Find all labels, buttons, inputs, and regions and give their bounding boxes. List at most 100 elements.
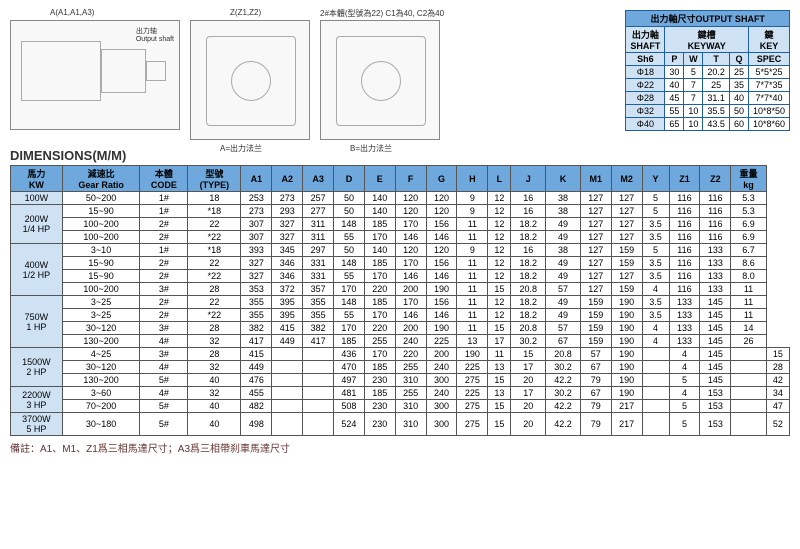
dims-group-label: 750W1 HP <box>11 296 63 348</box>
dims-cell: 220 <box>364 283 395 296</box>
dims-cell: 2# <box>140 257 188 270</box>
shaft-h-shaft: 出力軸SHAFT <box>626 27 665 53</box>
dims-cell: 145 <box>700 348 731 361</box>
dims-cell: 190 <box>611 335 642 348</box>
dims-cell: 3.5 <box>642 296 669 309</box>
dims-cell: 20 <box>511 374 546 387</box>
dims-cell: 30~120 <box>62 322 140 335</box>
dims-cell: 170 <box>395 218 426 231</box>
dims-cell: 15 <box>488 400 511 413</box>
dims-header: A2 <box>272 166 303 192</box>
shaft-cell: 7 <box>684 79 703 92</box>
dims-group-label: 200W1/4 HP <box>11 205 63 244</box>
shaft-sub-col: Q <box>729 53 748 66</box>
dims-cell: 116 <box>700 231 731 244</box>
dims-cell: 146 <box>395 309 426 322</box>
dims-cell: 275 <box>457 413 488 436</box>
dims-cell: 30~120 <box>62 361 140 374</box>
diagram-1: 出力轴Output shaft <box>10 20 180 130</box>
dims-cell: 5 <box>642 244 669 257</box>
dims-cell: 50 <box>334 192 365 205</box>
dims-cell: 145 <box>700 296 731 309</box>
dims-header: Y <box>642 166 669 192</box>
dims-cell: 310 <box>395 413 426 436</box>
dims-cell: 13 <box>488 387 511 400</box>
dims-cell: 159 <box>611 283 642 296</box>
dims-cell: 170 <box>395 296 426 309</box>
dims-cell: 307 <box>241 231 272 244</box>
dims-cell: 2# <box>140 218 188 231</box>
dims-header: H <box>457 166 488 192</box>
dims-header: Z1 <box>669 166 700 192</box>
dims-cell: 170 <box>364 348 395 361</box>
dims-cell: 28 <box>188 322 241 335</box>
dims-cell: 220 <box>395 348 426 361</box>
dims-cell: 170 <box>364 309 395 322</box>
dims-cell: 395 <box>272 309 303 322</box>
dims-cell: 18.2 <box>511 231 546 244</box>
dims-cell: 255 <box>395 387 426 400</box>
dims-cell: 127 <box>580 270 611 283</box>
shaft-cell: 7 <box>684 92 703 105</box>
dims-cell: 11 <box>457 322 488 335</box>
dims-cell: 3.5 <box>642 309 669 322</box>
dims-cell: 11 <box>457 309 488 322</box>
dims-cell: 159 <box>580 296 611 309</box>
dims-cell: 415 <box>272 322 303 335</box>
dims-group-label: 2200W3 HP <box>11 387 63 413</box>
dims-header: G <box>426 166 457 192</box>
dims-cell: 355 <box>241 309 272 322</box>
dims-cell: 5.3 <box>731 205 766 218</box>
dims-cell <box>642 400 669 413</box>
dims-cell: 12 <box>488 296 511 309</box>
shaft-cell: 31.1 <box>703 92 730 105</box>
dims-cell: 240 <box>395 335 426 348</box>
dims-cell: 120 <box>426 192 457 205</box>
dims-cell: 148 <box>334 257 365 270</box>
dims-cell: 310 <box>395 400 426 413</box>
dims-cell: 79 <box>580 374 611 387</box>
dims-cell: 18 <box>188 192 241 205</box>
dims-cell: 190 <box>426 283 457 296</box>
dims-cell: 26 <box>731 335 766 348</box>
dims-cell: 100~200 <box>62 218 140 231</box>
dims-cell: 145 <box>700 335 731 348</box>
dims-cell: 50~200 <box>62 192 140 205</box>
dims-cell: 140 <box>364 192 395 205</box>
dims-cell: 22 <box>188 296 241 309</box>
dims-cell: 156 <box>426 257 457 270</box>
dims-cell: 346 <box>272 270 303 283</box>
dims-cell: 15 <box>488 413 511 436</box>
dims-cell: 4 <box>669 348 700 361</box>
shaft-cell: 10 <box>684 105 703 118</box>
dims-cell: 372 <box>272 283 303 296</box>
shaft-cell: 25 <box>703 79 730 92</box>
dims-cell: 146 <box>395 231 426 244</box>
dims-cell: 11 <box>731 309 766 322</box>
dims-cell: 30~180 <box>62 413 140 436</box>
dims-cell: 481 <box>334 387 365 400</box>
shaft-table: 出力軸尺寸OUTPUT SHAFT 出力軸SHAFT 鍵槽KEYWAY 鍵KEY… <box>625 10 790 131</box>
dims-cell <box>272 387 303 400</box>
dims-cell: 116 <box>669 192 700 205</box>
dims-cell: 127 <box>580 283 611 296</box>
dims-cell <box>303 361 334 374</box>
shaft-sub-col: Sh6 <box>626 53 665 66</box>
dims-cell <box>642 374 669 387</box>
dims-cell: *18 <box>188 244 241 257</box>
dims-cell: 159 <box>611 244 642 257</box>
dims-cell: 127 <box>580 205 611 218</box>
dims-cell: 185 <box>364 257 395 270</box>
dims-cell: 497 <box>334 374 365 387</box>
dims-cell: 170 <box>364 270 395 283</box>
dims-cell: 15~90 <box>62 257 140 270</box>
dims-cell: 3# <box>140 322 188 335</box>
dims-cell: 230 <box>364 374 395 387</box>
dims-cell: 40 <box>188 413 241 436</box>
dims-cell: 133 <box>700 283 731 296</box>
dims-cell: 524 <box>334 413 365 436</box>
dims-header: L <box>488 166 511 192</box>
dims-cell: 257 <box>303 192 334 205</box>
dims-cell <box>303 387 334 400</box>
dims-cell: 127 <box>611 205 642 218</box>
